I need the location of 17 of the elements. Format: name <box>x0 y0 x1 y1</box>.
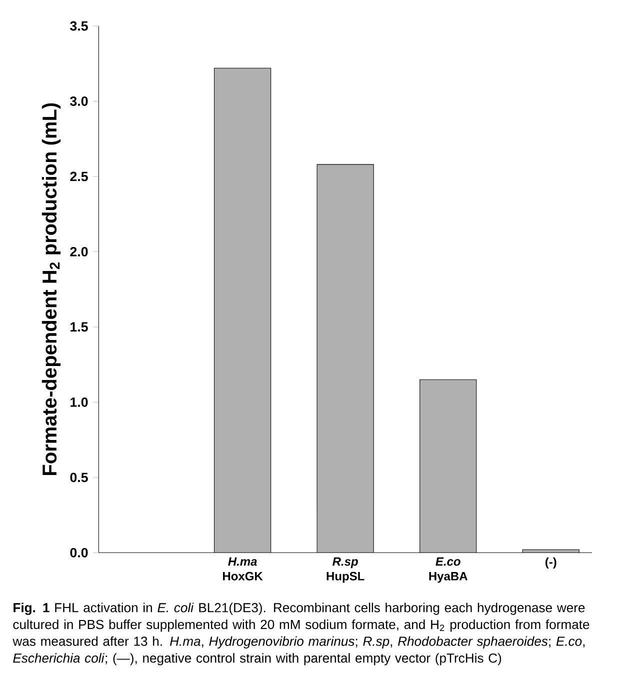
y-tick-label: 2.5 <box>70 172 88 182</box>
y-tick-label: 0.5 <box>70 472 88 482</box>
text: Fig. 1 FHL activation in E. coli BL21(DE3). Recombinant cells harboring each hydrogenase were cultured in PBS buffer supplemented with 20 mM sodium formate, and H$_{2}$ production from formate was measured after 13 h. H.ma, Hydrogenovibrio marinus; R.sp, Rhodobacter sphaeroides; E.co, Escherichia coli; (—), negative control strain with parental empty vector (pTrcHis C) <box>12 602 590 666</box>
y-tick-label: 1.0 <box>70 397 88 407</box>
y-axis-title: Formate-dependent H$_{2}$ production (mL) <box>42 103 61 475</box>
y-tick-label: 0.0 <box>70 548 88 558</box>
y-tick-label: 3.5 <box>70 21 88 31</box>
bar <box>317 164 374 553</box>
y-tick-label: 1.5 <box>70 322 88 332</box>
bar <box>420 380 476 553</box>
x-tick-label: R.sp HupSL <box>326 557 364 583</box>
x-tick-label: E.co HyaBA <box>429 557 468 583</box>
x-tick-label: (-) <box>546 557 556 569</box>
y-tick-label: 3.0 <box>70 96 88 106</box>
x-tick-label: H.ma HoxGK <box>223 557 263 580</box>
bar <box>214 68 271 553</box>
y-tick-label: 2.0 <box>70 246 88 256</box>
